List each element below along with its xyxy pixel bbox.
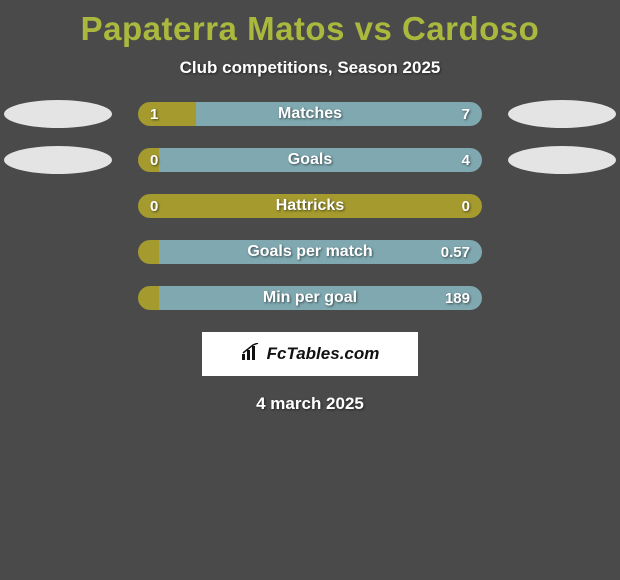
oval-spacer	[508, 284, 616, 312]
comparison-row: 189Min per goal	[0, 286, 620, 310]
logo-box: FcTables.com	[202, 332, 418, 376]
stat-bar: 0.57Goals per match	[138, 240, 482, 264]
stat-label: Goals per match	[138, 240, 482, 264]
comparison-row: 00Hattricks	[0, 194, 620, 218]
comparison-row: 0.57Goals per match	[0, 240, 620, 264]
comparison-row: 17Matches	[0, 102, 620, 126]
page-title: Papaterra Matos vs Cardoso	[0, 0, 620, 48]
stat-label: Goals	[138, 148, 482, 172]
oval-spacer	[4, 284, 112, 312]
player-right-oval	[508, 146, 616, 174]
oval-spacer	[508, 238, 616, 266]
date-text: 4 march 2025	[0, 394, 620, 414]
player-left-oval	[4, 146, 112, 174]
stat-bar: 17Matches	[138, 102, 482, 126]
stat-bar: 00Hattricks	[138, 194, 482, 218]
stat-bar: 189Min per goal	[138, 286, 482, 310]
comparison-rows: 17Matches 04Goals 00Hattricks 0.57Goals per…	[0, 102, 620, 310]
oval-spacer	[4, 192, 112, 220]
comparison-row: 04Goals	[0, 148, 620, 172]
stat-bar: 04Goals	[138, 148, 482, 172]
stat-label: Hattricks	[138, 194, 482, 218]
stat-label: Matches	[138, 102, 482, 126]
subtitle: Club competitions, Season 2025	[0, 58, 620, 78]
oval-spacer	[4, 238, 112, 266]
logo-chart-icon	[241, 343, 261, 366]
player-left-oval	[4, 100, 112, 128]
logo-text: FcTables.com	[267, 344, 380, 364]
stat-label: Min per goal	[138, 286, 482, 310]
player-right-oval	[508, 100, 616, 128]
oval-spacer	[508, 192, 616, 220]
